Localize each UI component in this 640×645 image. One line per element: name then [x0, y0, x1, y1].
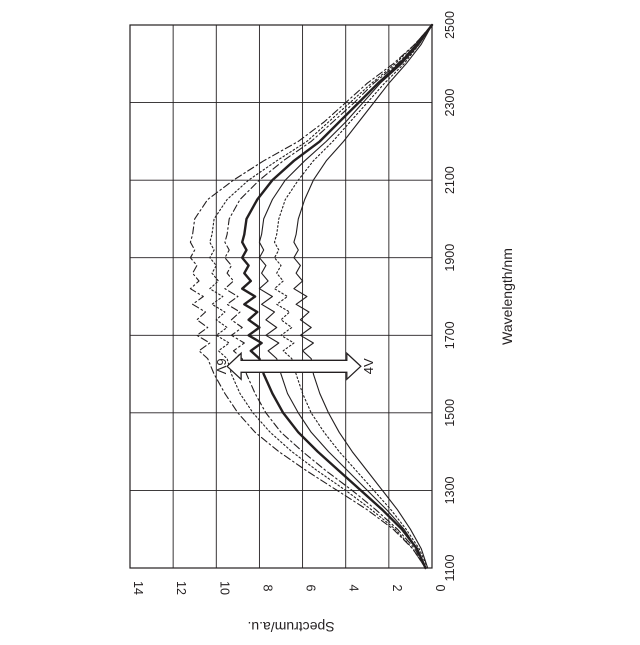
- x-tick-label-2100: 2100: [443, 166, 457, 194]
- annotation-label-high: 6V: [214, 358, 229, 374]
- y-axis-label: Spectrum/a.u.: [247, 619, 334, 635]
- x-tick-label-2300: 2300: [443, 89, 457, 117]
- x-tick-label-1100: 1100: [443, 555, 457, 582]
- x-tick-label-2500: 2500: [443, 11, 457, 39]
- y-tick-label-6: 6: [304, 585, 318, 592]
- x-tick-label-1900: 1900: [443, 244, 457, 272]
- y-tick-label-2: 2: [390, 585, 404, 592]
- x-tick-label-1300: 1300: [443, 476, 457, 504]
- x-axis-label: Wavelength/nm: [499, 248, 515, 345]
- y-tick-label-4: 4: [347, 585, 361, 592]
- y-tick-label-14: 14: [131, 581, 145, 595]
- y-tick-label-12: 12: [174, 581, 188, 595]
- series-layer: [190, 25, 432, 568]
- voltage-arrow-annotation: 6V 4V: [214, 353, 376, 379]
- y-tick-label-0: 0: [433, 585, 447, 592]
- y-tick-label-10: 10: [217, 581, 231, 595]
- series-line-4: [242, 25, 432, 568]
- series-line-1: [190, 25, 432, 568]
- x-tick-label-1500: 1500: [443, 399, 457, 427]
- series-line-2: [210, 25, 432, 568]
- grid-lines: [130, 25, 432, 568]
- plot-frame: [130, 25, 432, 568]
- annotation-label-low: 4V: [361, 358, 376, 374]
- y-tick-label-8: 8: [260, 585, 274, 592]
- tick-labels: 1100 1300 1500 1700 1900 2100 2300 2500 0 2 4 6 8 10 1…: [131, 11, 457, 595]
- x-tick-label-1700: 1700: [443, 321, 457, 349]
